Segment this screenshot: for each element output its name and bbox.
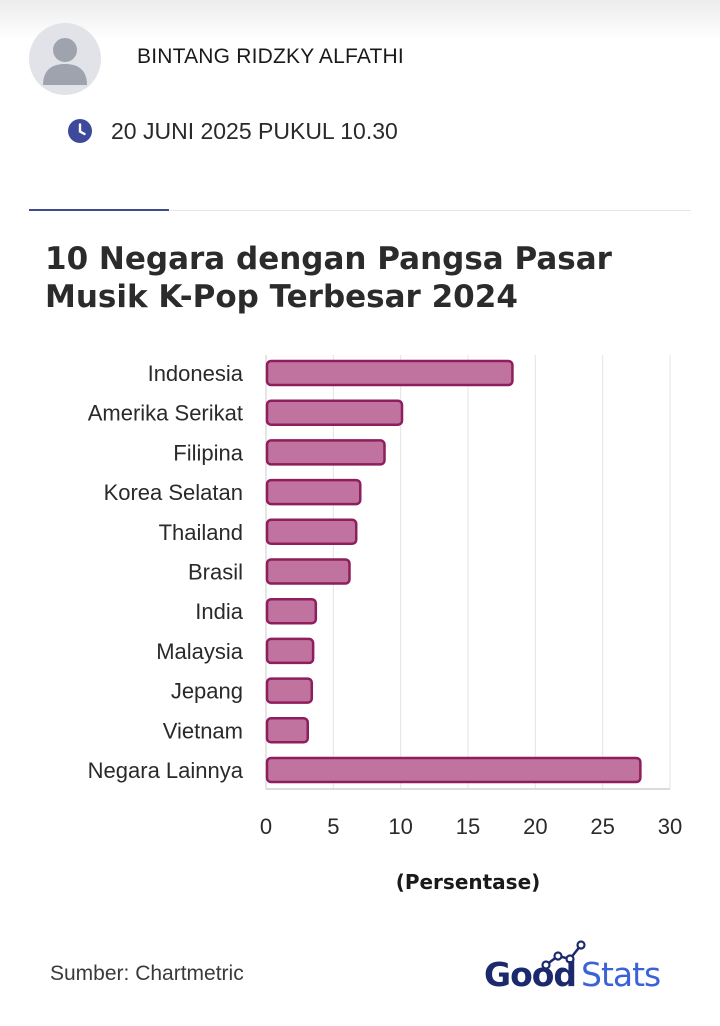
x-tick-label-15: 15 — [456, 814, 480, 839]
publish-date: 20 JUNI 2025 PUKUL 10.30 — [111, 118, 398, 144]
category-label-indonesia: Indonesia — [148, 361, 244, 386]
x-tick-label-10: 10 — [388, 814, 412, 839]
category-label-thailand: Thailand — [159, 520, 243, 545]
category-label-india: India — [195, 599, 243, 624]
section-divider-accent — [29, 209, 169, 211]
bar-indonesia — [265, 359, 514, 387]
top-shadow — [0, 0, 720, 40]
logo-stats-text: Stats — [581, 955, 660, 994]
chart-x-ticks: 0 5 10 15 20 25 30 — [260, 814, 682, 839]
x-tick-label-20: 20 — [523, 814, 547, 839]
category-label-korea-selatan: Korea Selatan — [104, 480, 243, 505]
bar-malaysia — [265, 637, 315, 665]
category-label-filipina: Filipina — [173, 440, 243, 465]
bar-jepang — [265, 677, 314, 704]
chart-grid — [265, 355, 671, 790]
author-name[interactable]: BINTANG RIDZKY ALFATHI — [137, 45, 404, 68]
author-avatar[interactable] — [29, 23, 101, 95]
section-divider — [29, 210, 691, 211]
bar-india — [265, 597, 318, 625]
category-label-malaysia: Malaysia — [156, 639, 244, 664]
bar-chart: Indonesia Amerika Serikat Filipina Korea Se… — [88, 355, 682, 894]
bar-thailand — [265, 518, 358, 546]
category-label-negara-lainnya: Negara Lainnya — [88, 758, 244, 783]
chart-bars — [265, 359, 642, 784]
x-axis-label: (Persentase) — [396, 870, 541, 894]
logo-good-text: Good — [484, 955, 576, 994]
bar-brasil — [265, 558, 351, 585]
chart-title: 10 Negara dengan Pangsa Pasar Musik K-Po… — [45, 241, 612, 315]
category-label-amerika-serikat: Amerika Serikat — [88, 401, 243, 426]
chart-category-labels: Indonesia Amerika Serikat Filipina Korea Se… — [88, 361, 244, 783]
category-label-jepang: Jepang — [171, 679, 243, 704]
goodstats-logo[interactable]: Good Stats — [482, 935, 682, 995]
user-avatar-icon — [43, 38, 87, 85]
clock-icon — [68, 119, 92, 143]
x-tick-label-25: 25 — [590, 814, 614, 839]
x-tick-label-30: 30 — [658, 814, 682, 839]
category-label-vietnam: Vietnam — [163, 718, 243, 743]
bar-negara-lainnya — [265, 756, 642, 784]
x-tick-label-5: 5 — [327, 814, 339, 839]
source-note: Sumber: Chartmetric — [50, 962, 244, 985]
bar-korea-selatan — [265, 478, 362, 506]
x-tick-label-0: 0 — [260, 814, 272, 839]
bar-vietnam — [265, 717, 309, 744]
bar-filipina — [265, 439, 386, 466]
bar-amerika-serikat — [265, 399, 404, 426]
category-label-brasil: Brasil — [188, 560, 243, 585]
